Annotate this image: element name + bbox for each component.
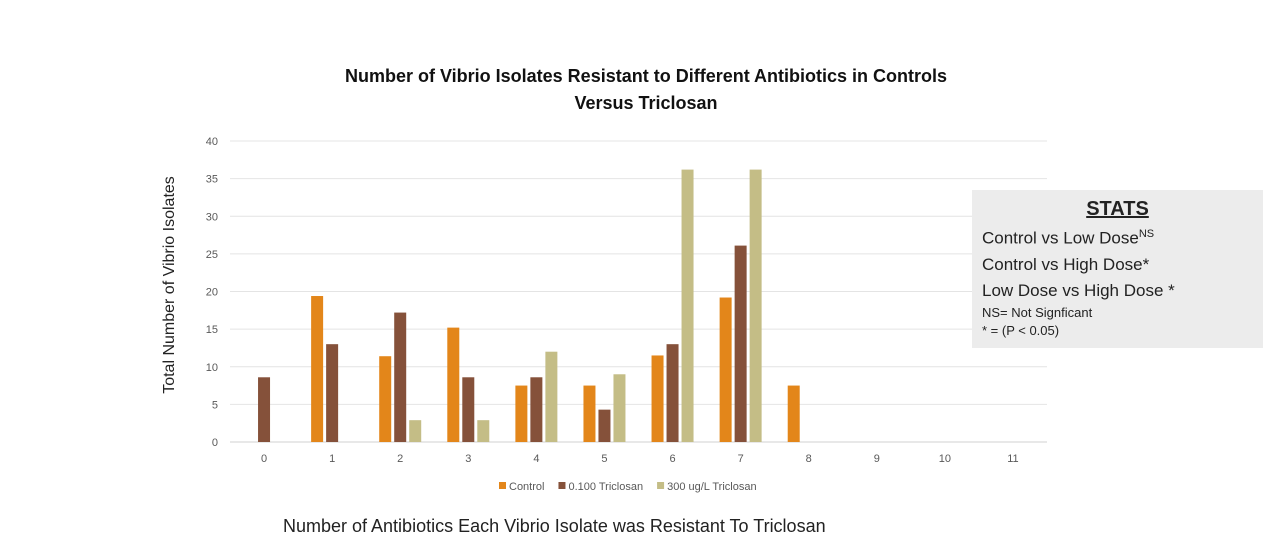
x-tick-label: 4 [533, 453, 539, 465]
x-tick-label: 5 [601, 453, 607, 465]
y-tick-label: 30 [206, 211, 218, 223]
bar-300-ug-l-triclosan-7 [749, 169, 762, 442]
bar-control-1 [311, 296, 324, 442]
stats-heading: STATS [1086, 198, 1149, 220]
y-tick-label: 15 [206, 324, 218, 336]
chart-title-line-1: Number of Vibrio Isolates Resistant to D… [344, 66, 948, 86]
chart-title-line-2: Versus Triclosan [574, 93, 718, 113]
x-tick-label: 10 [939, 453, 951, 465]
x-tick-label: 3 [465, 453, 471, 465]
x-tick-label: 0 [261, 453, 267, 465]
bar-0-100-triclosan-7 [734, 245, 747, 442]
y-tick-label: 40 [206, 136, 218, 148]
x-tick-label: 6 [669, 453, 675, 465]
bar-control-6 [651, 355, 664, 442]
bar-control-4 [515, 385, 528, 442]
stats-text: Control vs Low Dose [982, 228, 1139, 248]
stats-box: STATS Control vs Low DoseNS Control vs H… [972, 190, 1263, 348]
y-tick-label: 25 [206, 249, 218, 261]
stats-sup: NS [1138, 228, 1155, 240]
bar-300-ug-l-triclosan-4 [545, 351, 558, 442]
bar-0-100-triclosan-2 [394, 312, 407, 442]
bar-0-100-triclosan-3 [462, 377, 475, 442]
legend-swatch [558, 482, 566, 489]
legend-swatch [499, 482, 506, 489]
y-axis-label: Total Number of Vibrio Isolates [161, 176, 178, 394]
bar-control-5 [583, 385, 596, 442]
y-tick-label: 5 [212, 399, 218, 411]
legend-label: Control [509, 481, 544, 493]
y-tick-label: 35 [206, 174, 218, 186]
bar-0-100-triclosan-6 [666, 344, 679, 442]
bar-control-2 [379, 356, 392, 442]
x-tick-label: 9 [874, 453, 880, 465]
bar-0-100-triclosan-4 [530, 377, 543, 442]
y-tick-label: 0 [212, 437, 218, 449]
bar-0-100-triclosan-0 [258, 377, 271, 442]
bar-0-100-triclosan-1 [326, 344, 339, 442]
x-tick-label: 1 [329, 453, 335, 465]
bar-300-ug-l-triclosan-6 [681, 169, 694, 442]
legend-label: 0.100 Triclosan [568, 481, 643, 493]
stats-note: NS= Not Signficant [982, 304, 1093, 320]
stats-line: Low Dose vs High Dose * [982, 280, 1175, 300]
bar-300-ug-l-triclosan-5 [613, 374, 626, 442]
x-tick-label: 7 [738, 453, 744, 465]
bar-control-7 [719, 297, 732, 442]
y-tick-label: 10 [206, 362, 218, 374]
stats-note: * = (P < 0.05) [982, 322, 1060, 338]
bar-300-ug-l-triclosan-2 [409, 420, 422, 442]
bar-control-8 [787, 385, 800, 442]
x-axis-label: Number of Antibiotics Each Vibrio Isolat… [283, 516, 826, 536]
x-tick-label: 11 [1007, 453, 1018, 465]
bar-300-ug-l-triclosan-3 [477, 420, 490, 442]
x-tick-label: 8 [806, 453, 812, 465]
stats-line: Control vs High Dose* [982, 254, 1150, 274]
bar-control-3 [447, 327, 460, 442]
x-tick-label: 2 [397, 453, 403, 465]
legend-swatch [657, 482, 665, 489]
bar-0-100-triclosan-5 [598, 409, 611, 442]
legend-label: 300 ug/L Triclosan [667, 481, 756, 493]
y-tick-label: 20 [206, 287, 218, 299]
stats-line: Control vs Low DoseNS [982, 221, 1263, 252]
